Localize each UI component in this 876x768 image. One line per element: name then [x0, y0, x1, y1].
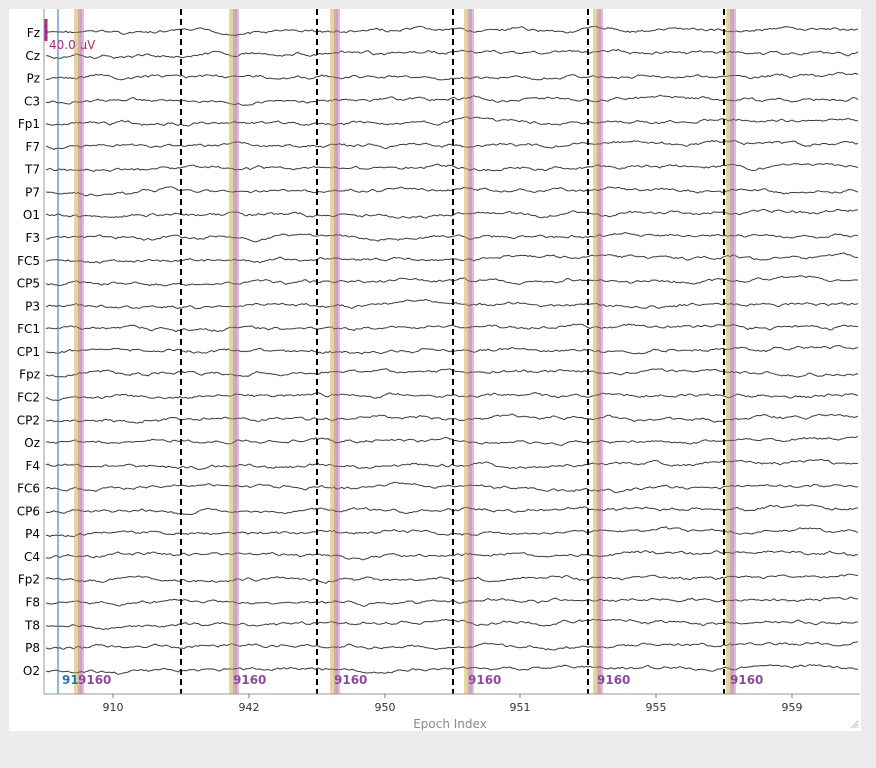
channel-label-O2[interactable]: O2	[23, 664, 40, 678]
channel-label-FC5[interactable]: FC5	[17, 254, 40, 268]
channel-label-Cz[interactable]: Cz	[25, 49, 40, 63]
channel-label-CP1[interactable]: CP1	[17, 345, 40, 359]
axes-layer: 910 942 950 951 955 959	[43, 9, 860, 714]
channel-labels-layer: Fz Cz Pz C3 Fp1 F7 T7 P7 O1 F3 FC5 CP5 P3 FC1 CP1 Fpz FC…	[17, 26, 40, 678]
channel-label-C4[interactable]: C4	[24, 550, 40, 564]
trace-P8	[45, 641, 859, 651]
trace-Pz	[46, 71, 859, 81]
trace-FC2	[45, 392, 859, 402]
channel-label-Fp1[interactable]: Fp1	[18, 117, 40, 131]
event-id-text: 9160	[597, 673, 630, 687]
channel-label-Fz[interactable]: Fz	[27, 26, 40, 40]
channel-label-C3[interactable]: C3	[24, 94, 40, 108]
event-id-label: 9160	[730, 673, 763, 687]
x-tick-label: 955	[646, 701, 667, 714]
event-id-label: 9160	[78, 673, 111, 687]
channel-label-F3[interactable]: F3	[25, 231, 40, 245]
x-tick-label: 959	[782, 701, 803, 714]
x-tick-label: 910	[103, 701, 124, 714]
channel-label-Fp2[interactable]: Fp2	[18, 573, 40, 587]
channel-label-FC2[interactable]: FC2	[17, 390, 40, 404]
channel-label-F8[interactable]: F8	[25, 596, 40, 610]
channel-label-T7[interactable]: T7	[24, 163, 40, 177]
event-id-label: 9160	[597, 673, 630, 687]
channel-label-P3[interactable]: P3	[25, 299, 40, 313]
channel-label-Pz[interactable]: Pz	[26, 72, 40, 86]
x-tick-label: 950	[375, 701, 396, 714]
channel-label-F4[interactable]: F4	[25, 459, 40, 473]
first-event-label: 91	[62, 673, 79, 687]
event-id-label: 9160	[334, 673, 367, 687]
x-axis-title: Epoch Index	[413, 717, 487, 731]
resize-grip-icon[interactable]	[849, 719, 859, 729]
epochs-browser-window: 9160 9160 9160 9160 9160 9160 91 Fz Cz Pz C3 Fp1 F7…	[9, 9, 861, 731]
channel-label-CP5[interactable]: CP5	[17, 277, 40, 291]
channel-label-FC6[interactable]: FC6	[17, 482, 40, 496]
event-id-text: 9160	[78, 673, 111, 687]
channel-label-P8[interactable]: P8	[25, 641, 40, 655]
trace-FC6	[45, 481, 858, 494]
event-id-text: 9160	[334, 673, 367, 687]
event-id-text: 9160	[468, 673, 501, 687]
channel-label-CP2[interactable]: CP2	[17, 413, 40, 427]
channel-label-F7[interactable]: F7	[25, 140, 40, 154]
channel-label-Oz[interactable]: Oz	[24, 436, 40, 450]
x-tick-label: 951	[510, 701, 531, 714]
trace-T7	[45, 162, 859, 173]
channel-label-T8[interactable]: T8	[24, 618, 40, 632]
channel-label-P7[interactable]: P7	[25, 185, 40, 199]
event-id-text: 9160	[730, 673, 763, 687]
trace-F3	[45, 232, 859, 243]
channel-label-O1[interactable]: O1	[23, 208, 40, 222]
x-tick-label: 942	[239, 701, 260, 714]
event-id-label: 9160	[233, 673, 266, 687]
event-id-label: 9160	[468, 673, 501, 687]
scale-bar-label: 40.0 µV	[49, 38, 96, 52]
epoch-boundaries-layer	[180, 9, 725, 694]
channel-label-CP6[interactable]: CP6	[17, 504, 40, 518]
channel-label-FC1[interactable]: FC1	[17, 322, 40, 336]
scale-bar: 40.0 µV	[44, 19, 96, 52]
channel-label-P4[interactable]: P4	[25, 527, 40, 541]
channel-label-Fpz[interactable]: Fpz	[19, 368, 40, 382]
event-id-text: 9160	[233, 673, 266, 687]
trace-F7	[45, 139, 859, 151]
